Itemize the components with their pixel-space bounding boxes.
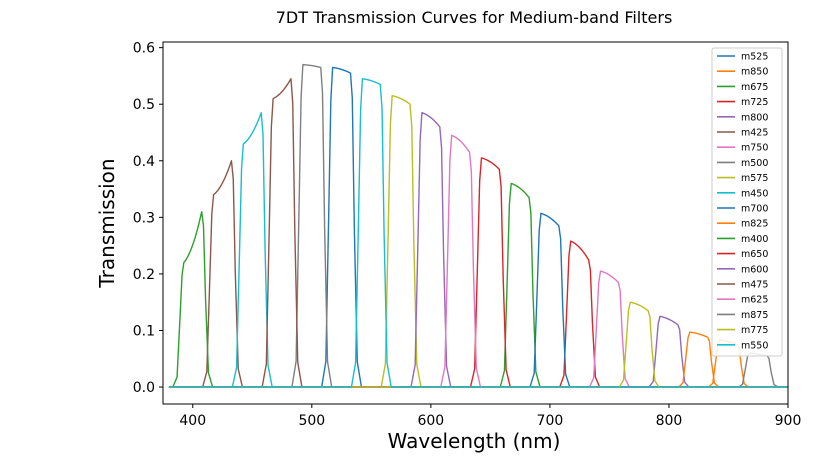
x-tick-label: 500 (298, 413, 325, 429)
y-tick-label: 0.0 (133, 380, 155, 396)
series-line-m475 (168, 78, 788, 388)
series-line-m450 (168, 112, 788, 388)
series-line-m775 (168, 301, 788, 388)
y-axis-label: Transmission (95, 158, 119, 288)
y-tick-label: 0.6 (133, 41, 155, 57)
x-tick-label: 700 (537, 413, 564, 429)
series-line-m600 (168, 112, 788, 388)
legend-label-m600: m600 (741, 264, 768, 275)
legend-label-m700: m700 (741, 204, 768, 215)
legend-label-m625: m625 (741, 295, 768, 306)
legend-label-m500: m500 (741, 158, 768, 169)
series-line-m650 (168, 157, 788, 388)
y-axis-ticks: 0.0 0.1 0.2 0.3 0.4 0.5 0.6 (133, 41, 163, 396)
legend-label-m825: m825 (741, 219, 768, 230)
x-tick-label: 600 (417, 413, 444, 429)
legend-label-m425: m425 (741, 128, 768, 139)
legend: m525 m850 m675 m725 m800 m425 m750 m500 m575 m450… (711, 47, 783, 357)
y-tick-label: 0.4 (133, 154, 155, 170)
plot-area (168, 63, 788, 388)
series-line-m725 (168, 240, 788, 388)
series-line-m875 (168, 352, 788, 388)
legend-label-m800: m800 (741, 112, 768, 123)
series-line-m575 (168, 95, 788, 388)
y-tick-label: 0.3 (133, 210, 155, 226)
legend-label-m675: m675 (741, 82, 768, 93)
legend-label-m575: m575 (741, 173, 768, 184)
series-line-m675 (168, 182, 788, 388)
legend-label-m450: m450 (741, 188, 768, 199)
x-axis-ticks: 400 500 600 700 800 900 (179, 404, 801, 429)
plot-frame (162, 41, 789, 405)
legend-label-m725: m725 (741, 97, 768, 108)
series-line-m425 (168, 160, 788, 388)
series-line-m625 (168, 134, 788, 388)
series-line-m400 (168, 210, 788, 388)
legend-label-m475: m475 (741, 280, 768, 291)
y-tick-label: 0.5 (133, 97, 155, 113)
series-line-m500 (168, 63, 788, 388)
legend-label-m775: m775 (741, 325, 768, 336)
y-tick-label: 0.2 (133, 267, 155, 283)
legend-label-m525: m525 (741, 52, 768, 63)
x-tick-label: 900 (775, 413, 802, 429)
series-line-m550 (168, 78, 788, 388)
series-line-m800 (168, 315, 788, 388)
y-tick-label: 0.1 (133, 323, 155, 339)
x-axis-label: Wavelength (nm) (388, 429, 561, 453)
legend-label-m750: m750 (741, 143, 768, 154)
series-line-m825 (168, 331, 788, 388)
series-line-m525 (168, 66, 788, 388)
legend-label-m875: m875 (741, 310, 768, 321)
legend-label-m850: m850 (741, 67, 768, 78)
x-tick-label: 800 (656, 413, 683, 429)
legend-label-m550: m550 (741, 340, 768, 351)
x-tick-label: 400 (179, 413, 206, 429)
legend-box (711, 47, 783, 357)
series-line-m750 (168, 270, 788, 388)
series-line-m700 (168, 212, 788, 388)
legend-label-m400: m400 (741, 234, 768, 245)
chart-title: 7DT Transmission Curves for Medium-band … (276, 8, 673, 27)
legend-label-m650: m650 (741, 249, 768, 260)
